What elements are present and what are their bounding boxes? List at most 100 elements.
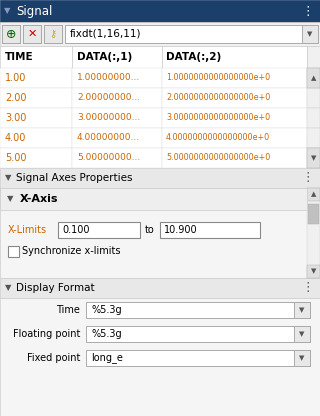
- Text: ▼: ▼: [5, 173, 11, 183]
- Bar: [0, 108, 72, 128]
- Text: 4.00: 4.00: [5, 133, 26, 143]
- Text: 2.00: 2.00: [5, 93, 27, 103]
- Text: ▼: ▼: [299, 307, 305, 313]
- Bar: [23, 25, 41, 43]
- Text: ▲: ▲: [311, 75, 316, 81]
- Bar: [0, 298, 320, 416]
- Text: 1.0000000000000000e+0: 1.0000000000000000e+0: [166, 74, 270, 82]
- Bar: [8, 246, 19, 257]
- Text: 1.00: 1.00: [5, 73, 26, 83]
- Text: to: to: [145, 225, 155, 235]
- Text: 2.00000000...: 2.00000000...: [77, 94, 140, 102]
- Bar: [307, 188, 320, 278]
- Bar: [0, 128, 72, 148]
- Bar: [0, 22, 320, 46]
- Bar: [0, 0, 320, 22]
- Text: ▼: ▼: [299, 355, 305, 361]
- Bar: [308, 204, 319, 224]
- Text: ✕: ✕: [27, 29, 37, 39]
- Bar: [162, 46, 307, 68]
- Bar: [302, 25, 318, 43]
- Bar: [72, 108, 162, 128]
- Text: DATA(:,1): DATA(:,1): [77, 52, 132, 62]
- Bar: [0, 188, 307, 210]
- Text: 5.00: 5.00: [5, 153, 27, 163]
- Bar: [72, 88, 162, 108]
- Bar: [307, 188, 320, 201]
- Bar: [86, 350, 310, 366]
- Text: 2.0000000000000000e+0: 2.0000000000000000e+0: [166, 94, 270, 102]
- Text: TIME: TIME: [5, 52, 34, 62]
- Bar: [0, 188, 307, 278]
- Text: Fixed point: Fixed point: [27, 353, 80, 363]
- Bar: [294, 350, 310, 366]
- Text: ▼: ▼: [7, 195, 13, 203]
- Text: X-Axis: X-Axis: [20, 194, 59, 204]
- Text: 4.0000000000000000e+0: 4.0000000000000000e+0: [166, 134, 270, 143]
- Text: Synchronize x-limits: Synchronize x-limits: [22, 247, 121, 257]
- Text: 4.00000000...: 4.00000000...: [77, 134, 140, 143]
- Bar: [72, 148, 162, 168]
- Bar: [307, 46, 320, 68]
- Text: ▼: ▼: [307, 31, 313, 37]
- Text: 0.100: 0.100: [62, 225, 90, 235]
- Text: ▼: ▼: [4, 7, 10, 15]
- Bar: [72, 68, 162, 88]
- Bar: [307, 265, 320, 278]
- Bar: [58, 222, 140, 238]
- Text: 3.00000000...: 3.00000000...: [77, 114, 140, 122]
- Bar: [23, 25, 41, 43]
- Bar: [0, 168, 320, 188]
- Text: ⊕: ⊕: [6, 27, 16, 40]
- Text: 3.0000000000000000e+0: 3.0000000000000000e+0: [166, 114, 270, 122]
- Text: Time: Time: [56, 305, 80, 315]
- Bar: [307, 128, 320, 148]
- Text: 5.0000000000000000e+0: 5.0000000000000000e+0: [166, 154, 270, 163]
- Text: ▲: ▲: [311, 191, 316, 198]
- Bar: [307, 68, 320, 88]
- Text: ▼: ▼: [5, 283, 11, 292]
- Bar: [307, 148, 320, 168]
- Text: DATA(:,2): DATA(:,2): [166, 52, 221, 62]
- Bar: [294, 326, 310, 342]
- Text: ⚷: ⚷: [49, 29, 57, 39]
- Text: ⋮: ⋮: [301, 5, 314, 17]
- Bar: [307, 68, 320, 88]
- Bar: [0, 88, 72, 108]
- Bar: [162, 68, 307, 88]
- Bar: [65, 25, 318, 43]
- Text: Signal Axes Properties: Signal Axes Properties: [16, 173, 132, 183]
- Bar: [2, 25, 20, 43]
- Text: 3.00: 3.00: [5, 113, 26, 123]
- Text: Display Format: Display Format: [16, 283, 95, 293]
- Text: Floating point: Floating point: [12, 329, 80, 339]
- Text: ▼: ▼: [311, 155, 316, 161]
- Bar: [162, 128, 307, 148]
- Bar: [160, 222, 260, 238]
- Text: ⋮: ⋮: [301, 171, 314, 185]
- Bar: [307, 88, 320, 108]
- Bar: [0, 278, 320, 298]
- Bar: [0, 46, 72, 68]
- Bar: [162, 88, 307, 108]
- Bar: [72, 128, 162, 148]
- Text: Signal: Signal: [16, 5, 52, 17]
- Text: 1.00000000...: 1.00000000...: [77, 74, 140, 82]
- Bar: [2, 25, 20, 43]
- Bar: [307, 108, 320, 128]
- Bar: [0, 68, 72, 88]
- Bar: [162, 108, 307, 128]
- Bar: [72, 46, 162, 68]
- Text: fixdt(1,16,11): fixdt(1,16,11): [70, 29, 141, 39]
- Text: 5.00000000...: 5.00000000...: [77, 154, 140, 163]
- Text: ▼: ▼: [299, 331, 305, 337]
- Text: ⋮: ⋮: [301, 282, 314, 295]
- Text: 10.900: 10.900: [164, 225, 198, 235]
- Bar: [294, 302, 310, 318]
- Bar: [86, 302, 310, 318]
- Bar: [44, 25, 62, 43]
- Text: ▼: ▼: [311, 268, 316, 275]
- Text: %5.3g: %5.3g: [91, 329, 122, 339]
- Bar: [0, 148, 72, 168]
- Bar: [44, 25, 62, 43]
